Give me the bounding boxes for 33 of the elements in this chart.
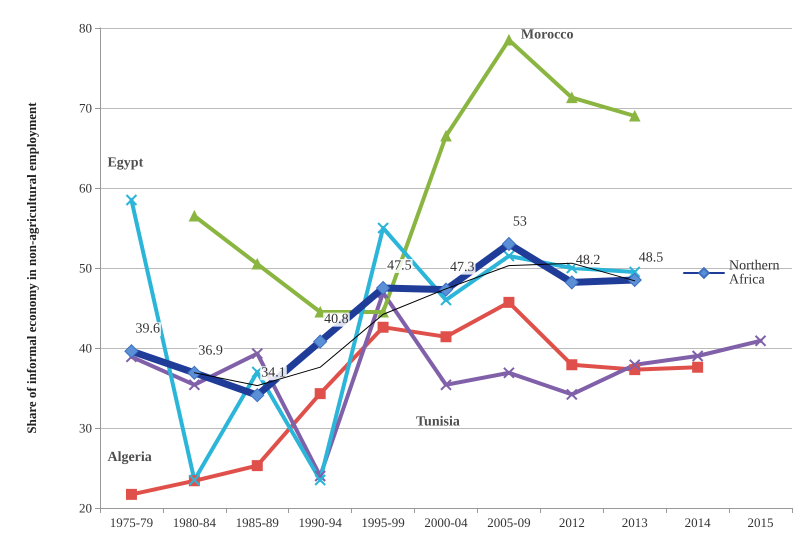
annotation: Egypt	[107, 156, 144, 170]
x-tick-label: 2012	[558, 515, 585, 530]
y-tick-label: 50	[79, 260, 92, 276]
data-label: 47.3	[450, 260, 474, 276]
y-tick-label: 20	[79, 500, 92, 516]
x-tick-label: 1990-94	[298, 515, 342, 530]
annotation: Morocco	[520, 28, 574, 42]
x-tick-label: 1980-84	[172, 515, 217, 530]
y-tick-label: 80	[79, 20, 92, 36]
annotation: Tunisia	[416, 414, 460, 430]
y-tick-label: 40	[79, 340, 92, 356]
x-tick-label: 2000-04	[424, 515, 468, 530]
legend-label: Northern Africa	[728, 258, 784, 288]
x-tick-label: 2005-09	[487, 515, 531, 530]
y-axis-title: Share of informal economy in non-agricultural employment	[24, 102, 39, 434]
data-label: 34.1	[261, 366, 286, 381]
x-tick-label: 2015	[748, 515, 774, 530]
y-tick-label: 30	[79, 420, 92, 436]
data-label: 48.2	[576, 252, 600, 268]
data-label: 53	[512, 214, 527, 230]
y-tick-label: 60	[79, 180, 92, 196]
x-tick-label: 1995-99	[361, 515, 405, 530]
y-tick-label: 70	[79, 100, 92, 116]
x-tick-label: 2014	[684, 515, 712, 530]
annotation: Algeria	[107, 450, 152, 465]
data-label: 36.9	[198, 343, 223, 358]
x-tick-label: 1985-89	[236, 515, 279, 530]
data-label: 47.5	[387, 258, 412, 274]
data-label: 39.6	[135, 322, 160, 337]
x-tick-label: 1975-79	[110, 515, 154, 530]
data-label: 40.8	[324, 312, 349, 328]
data-label: 48.5	[638, 250, 664, 266]
x-tick-label: 2013	[622, 515, 648, 530]
